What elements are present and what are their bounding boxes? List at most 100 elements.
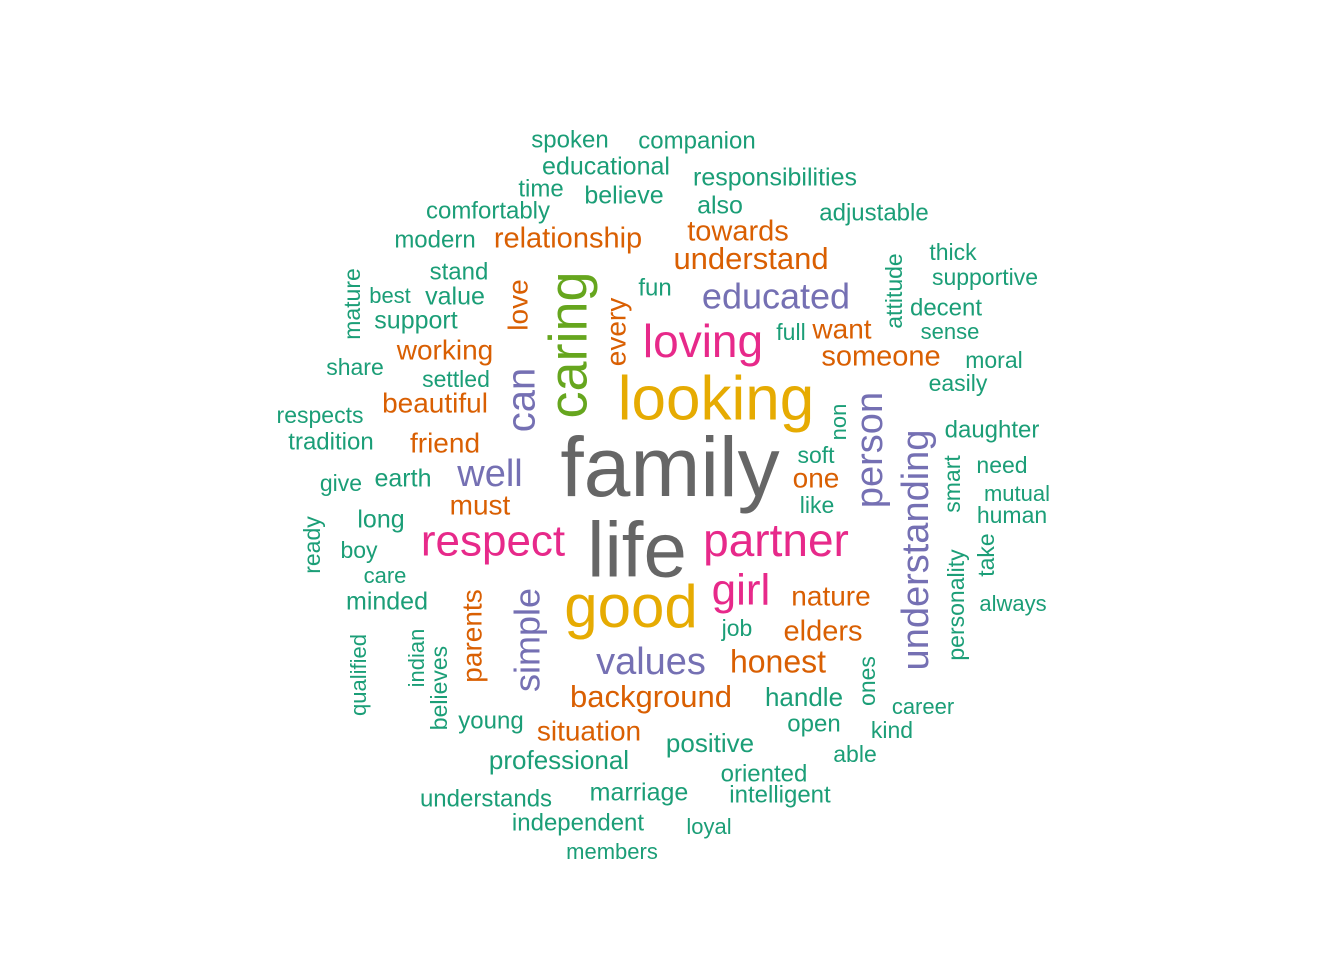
word-need: need: [976, 452, 1027, 478]
word-non: non: [826, 404, 851, 441]
word-sense: sense: [921, 319, 980, 344]
word-long: long: [357, 506, 404, 534]
word-educated: educated: [702, 276, 850, 317]
word-towards: towards: [687, 216, 789, 248]
word-respect: respect: [421, 517, 565, 566]
word-well: well: [456, 453, 522, 495]
word-full: full: [776, 319, 805, 345]
word-family: family: [560, 420, 779, 514]
word-settled: settled: [422, 366, 490, 392]
word-girl: girl: [712, 566, 771, 615]
word-support: support: [374, 307, 457, 335]
word-every: every: [600, 298, 631, 366]
word-mature: mature: [339, 268, 365, 340]
word-mutual: mutual: [984, 481, 1050, 506]
word-time: time: [518, 175, 563, 202]
word-tradition: tradition: [288, 428, 373, 455]
word-like: like: [800, 492, 835, 518]
word-ones: ones: [854, 656, 880, 706]
word-adjustable: adjustable: [819, 199, 928, 226]
word-independent: independent: [512, 809, 644, 836]
word-attitude: attitude: [881, 253, 907, 328]
word-must: must: [450, 489, 511, 520]
word-professional: professional: [489, 745, 629, 775]
word-modern: modern: [394, 226, 475, 253]
word-loving: loving: [643, 315, 763, 367]
word-handle: handle: [765, 682, 843, 712]
word-always: always: [979, 591, 1046, 616]
word-open: open: [787, 710, 840, 737]
word-smart: smart: [939, 455, 965, 513]
word-caring: caring: [538, 271, 598, 418]
word-indian: indian: [404, 629, 429, 688]
word-friend: friend: [410, 427, 480, 458]
word-understand: understand: [673, 241, 828, 276]
word-honest: honest: [730, 643, 826, 679]
word-someone: someone: [821, 341, 940, 373]
word-companion: companion: [638, 127, 755, 154]
word-oriented: oriented: [721, 760, 808, 787]
word-take: take: [973, 533, 999, 576]
word-fun: fun: [638, 274, 671, 301]
word-able: able: [833, 741, 876, 767]
word-loyal: loyal: [686, 814, 731, 839]
word-ready: ready: [299, 516, 325, 574]
word-moral: moral: [965, 347, 1023, 373]
word-educational: educational: [542, 153, 670, 181]
word-positive: positive: [666, 728, 754, 758]
word-boy: boy: [340, 537, 378, 563]
word-qualified: qualified: [346, 634, 371, 716]
word-also: also: [697, 192, 743, 220]
word-value: value: [425, 283, 485, 311]
word-stand: stand: [430, 258, 489, 285]
word-decent: decent: [910, 294, 982, 321]
word-one: one: [793, 462, 840, 493]
word-comfortably: comfortably: [426, 197, 550, 224]
word-thick: thick: [929, 239, 977, 265]
word-good: good: [564, 573, 697, 640]
word-beautiful: beautiful: [382, 387, 488, 418]
word-members: members: [566, 839, 658, 864]
word-simple: simple: [507, 588, 548, 692]
word-care: care: [364, 563, 407, 588]
word-share: share: [326, 354, 384, 380]
word-situation: situation: [537, 715, 641, 746]
word-respects: respects: [277, 402, 364, 428]
word-give: give: [320, 470, 362, 496]
word-human: human: [977, 502, 1047, 528]
word-career: career: [892, 694, 954, 719]
word-spoken: spoken: [531, 126, 608, 153]
word-can: can: [500, 368, 544, 433]
word-understands: understands: [420, 785, 552, 812]
word-person: person: [849, 392, 891, 508]
word-personality: personality: [943, 549, 969, 661]
word-believes: believes: [426, 646, 452, 730]
word-understanding: understanding: [895, 430, 937, 671]
word-want: want: [811, 313, 871, 344]
word-working: working: [396, 334, 493, 365]
word-partner: partner: [703, 514, 849, 566]
word-earth: earth: [375, 465, 432, 493]
word-young: young: [458, 707, 523, 734]
word-daughter: daughter: [945, 416, 1040, 443]
word-life: life: [587, 506, 687, 594]
word-elders: elders: [784, 616, 863, 648]
word-relationship: relationship: [494, 223, 642, 255]
word-easily: easily: [929, 370, 988, 396]
word-values: values: [596, 641, 706, 683]
word-nature: nature: [791, 580, 870, 611]
word-love: love: [502, 279, 533, 330]
word-background: background: [570, 679, 732, 714]
word-looking: looking: [618, 364, 814, 433]
word-parents: parents: [456, 589, 487, 682]
word-job: job: [721, 615, 753, 641]
word-marriage: marriage: [590, 779, 689, 807]
word-responsibilities: responsibilities: [693, 164, 857, 192]
word-soft: soft: [797, 442, 835, 468]
word-minded: minded: [346, 588, 428, 616]
word-intelligent: intelligent: [729, 781, 831, 808]
word-supportive: supportive: [932, 264, 1038, 290]
word-believe: believe: [584, 182, 663, 210]
word-kind: kind: [871, 717, 913, 743]
